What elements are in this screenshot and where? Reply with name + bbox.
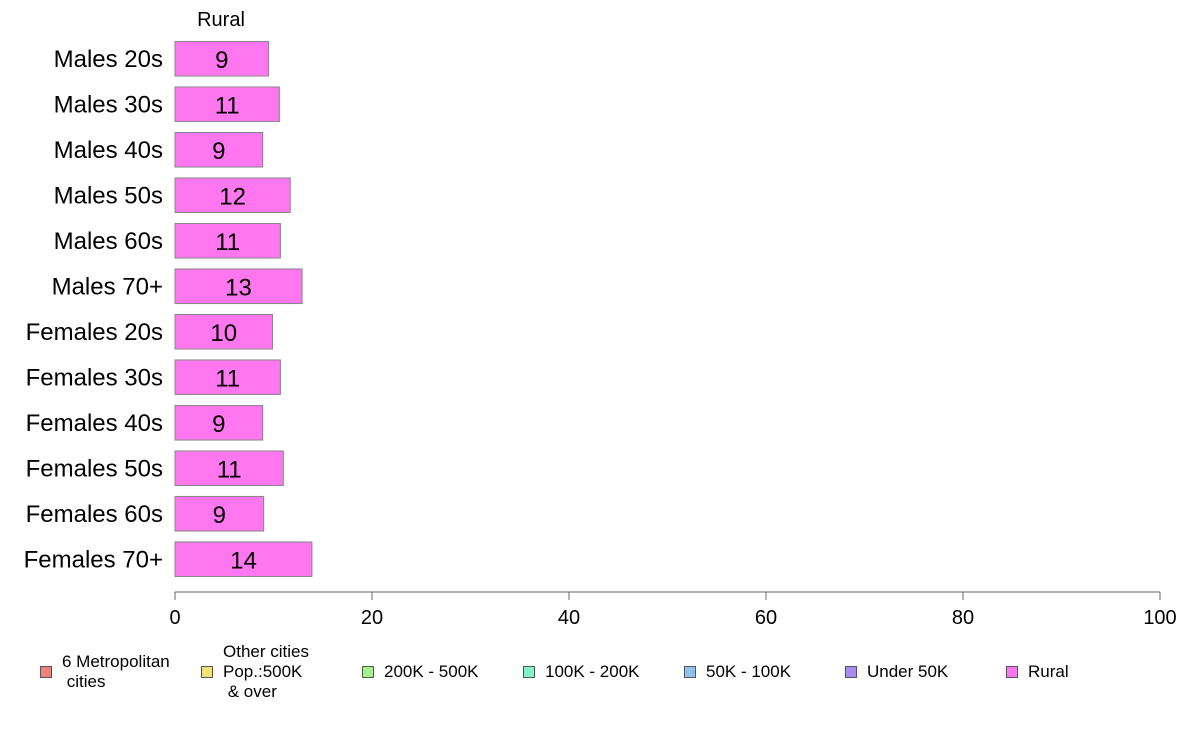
- legend-swatch: [362, 666, 374, 678]
- category-label: Males 20s: [54, 46, 163, 73]
- data-label: 11: [215, 92, 240, 119]
- legend-item: 50K - 100K: [684, 662, 791, 682]
- data-label: 14: [230, 547, 257, 574]
- x-tick-label: 60: [755, 607, 777, 629]
- bars-layer: Males 20s 9 Males 30s 11 Males 40s 9 Males 50s…: [24, 40, 313, 578]
- category-label: Males 70+: [52, 273, 163, 300]
- data-label: 11: [215, 365, 240, 392]
- bar: [174, 359, 281, 396]
- x-tick-label: 20: [361, 607, 383, 629]
- legend-label: 100K - 200K: [545, 662, 640, 681]
- legend-item: Rural: [1006, 662, 1069, 682]
- data-label: 9: [213, 502, 226, 529]
- legend-swatch: [845, 666, 857, 678]
- x-tick-label: 40: [558, 607, 580, 629]
- legend-item: 100K - 200K: [523, 662, 640, 682]
- bar: [174, 222, 281, 259]
- data-label: 10: [210, 320, 237, 347]
- x-tick-label: 80: [952, 607, 974, 629]
- category-label: Males 50s: [54, 182, 163, 209]
- data-label: 11: [215, 229, 240, 256]
- legend-label: 200K - 500K: [384, 662, 479, 681]
- data-label: 11: [217, 456, 242, 483]
- legend-swatch: [201, 666, 213, 678]
- bar: [174, 131, 264, 168]
- legend-label: Under 50K: [867, 662, 949, 681]
- data-label: 13: [225, 274, 252, 301]
- legend-swatch: [523, 666, 535, 678]
- x-tick-label: 0: [169, 607, 180, 629]
- data-label: 9: [212, 138, 225, 165]
- legend: 6 Metropolitan cities Other cities Pop.:5…: [0, 640, 1188, 720]
- legend-item: Other cities Pop.:500K & over: [201, 642, 309, 702]
- bar: [174, 177, 291, 214]
- legend-swatch: [684, 666, 696, 678]
- data-label: 9: [212, 411, 225, 438]
- bar: [174, 313, 274, 350]
- category-label: Females 30s: [26, 364, 163, 391]
- bar: [174, 404, 264, 441]
- category-label: Females 20s: [26, 319, 163, 346]
- legend-swatch: [1006, 666, 1018, 678]
- category-label: Males 40s: [54, 137, 163, 164]
- legend-label: Other cities Pop.:500K & over: [223, 642, 309, 701]
- bar: [174, 450, 284, 487]
- bar: [174, 268, 303, 305]
- legend-item: Under 50K: [845, 662, 948, 682]
- bar: [174, 495, 265, 532]
- panel-title: Rural: [197, 9, 245, 31]
- data-label: 9: [215, 47, 228, 74]
- category-label: Males 30s: [54, 91, 163, 118]
- legend-label: 6 Metropolitan cities: [62, 652, 170, 691]
- bar: [174, 40, 270, 77]
- bar: [174, 86, 280, 123]
- x-tick-label: 100: [1143, 607, 1176, 629]
- legend-swatch: [40, 666, 52, 678]
- legend-item: 200K - 500K: [362, 662, 479, 682]
- data-label: 12: [219, 183, 246, 210]
- category-label: Females 60s: [26, 501, 163, 528]
- x-axis: 0 20 40 60 80 100: [169, 591, 1177, 629]
- legend-item: 6 Metropolitan cities: [40, 652, 170, 692]
- category-label: Females 40s: [26, 410, 163, 437]
- category-label: Females 70+: [24, 546, 163, 573]
- bar: [174, 541, 313, 578]
- legend-label: 50K - 100K: [706, 662, 792, 681]
- category-label: Males 60s: [54, 228, 163, 255]
- legend-label: Rural: [1028, 662, 1069, 681]
- category-label: Females 50s: [26, 455, 163, 482]
